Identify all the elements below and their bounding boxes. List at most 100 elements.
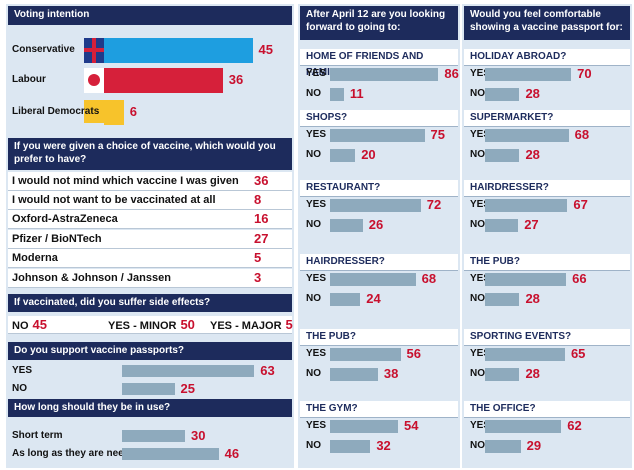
answer-label: NO [12, 320, 29, 332]
row-label: YES [306, 420, 327, 431]
bar [485, 439, 521, 453]
value-label: 66 [572, 271, 587, 286]
row-label: YES [470, 68, 491, 79]
bar [122, 365, 255, 377]
bar [485, 198, 568, 212]
group-title: THE PUB? [464, 254, 630, 271]
bar [330, 128, 425, 142]
group-title: SPORTING EVENTS? [464, 329, 630, 346]
row-label: YES [470, 129, 491, 140]
value-label: 24 [366, 291, 381, 306]
value-label: 27 [524, 217, 539, 232]
value-text: 8 [254, 192, 262, 207]
value-text: 5 [254, 250, 262, 265]
bar [330, 198, 421, 212]
row-label: YES [306, 348, 327, 359]
row-label: NO [470, 219, 485, 230]
row-label: YES [306, 273, 327, 284]
answer: YES - MINOR 50 [108, 318, 195, 333]
table-row [8, 248, 292, 268]
answer: NO 45 [12, 318, 47, 333]
table-row [8, 209, 292, 229]
bar [485, 148, 520, 162]
section-header: Do you support vaccine passports? [8, 342, 292, 360]
table-row [8, 229, 292, 249]
group-title: HOLIDAY ABROAD? [464, 49, 630, 66]
bar [485, 67, 572, 81]
libdem-bird [84, 100, 104, 123]
row-label: Conservative [12, 44, 75, 55]
row-label: I would not mind which vaccine I was giv… [12, 175, 239, 187]
row-label: NO [306, 440, 321, 451]
labour-rose [84, 68, 104, 93]
value-text: 3 [254, 270, 262, 285]
value-label: 32 [376, 438, 391, 453]
value-text: 27 [254, 231, 269, 246]
bar [485, 87, 520, 101]
bar [104, 99, 124, 125]
section-header: Voting intention [8, 6, 292, 25]
answer: YES - MAJOR 5 [210, 318, 293, 333]
conservative-flag [84, 38, 104, 63]
value-label: 70 [577, 66, 592, 81]
bar [104, 67, 223, 93]
value-label: 29 [526, 438, 542, 453]
group-title: HAIRDRESSER? [300, 254, 458, 271]
row-label: Johnson & Johnson / Janssen [12, 272, 171, 284]
table-row [8, 268, 292, 288]
section-header: How long should they be in use? [8, 399, 292, 417]
table-row [8, 316, 292, 334]
row-label: NO [470, 440, 485, 451]
value-label: 25 [180, 381, 195, 396]
value-label: 65 [570, 346, 586, 361]
bar [330, 148, 356, 162]
row-label: NO [470, 149, 485, 160]
bar [485, 272, 567, 286]
middle-panel [298, 4, 460, 468]
bar [330, 218, 363, 232]
bar [485, 128, 569, 142]
group-title: HOME OF FRIENDS AND FAMILY? [300, 49, 458, 78]
row-label: Liberal Democrats [12, 106, 100, 117]
group-title: THE GYM? [300, 401, 458, 418]
value-text: 50 [180, 317, 195, 332]
value-label: 28 [525, 366, 540, 381]
value-label: 46 [224, 446, 240, 461]
value-text: 45 [32, 317, 47, 332]
value-label: 28 [525, 291, 540, 306]
row-label: NO [306, 368, 321, 379]
bar [485, 419, 562, 433]
value-text: 36 [254, 173, 269, 188]
bar [104, 37, 253, 63]
bar [485, 367, 520, 381]
value-text: 16 [254, 211, 269, 226]
bar [330, 87, 344, 101]
row-label: NO [12, 383, 27, 394]
bar [485, 218, 519, 232]
value-label: 45 [258, 42, 273, 57]
value-label: 67 [573, 197, 588, 212]
bar [122, 448, 219, 460]
row-label: NO [306, 149, 321, 160]
bar [330, 347, 401, 361]
bar [330, 419, 399, 433]
table-row [8, 190, 292, 210]
group-title: HAIRDRESSER? [464, 180, 630, 197]
value-label: 26 [368, 217, 384, 232]
value-label: 20 [361, 147, 376, 162]
row-label: Labour [12, 74, 46, 85]
section-header: After April 12 are you looking forward t… [300, 6, 458, 40]
row-label: YES [470, 348, 491, 359]
section-header: Would you feel comfortable showing a vac… [464, 6, 630, 40]
row-label: Pfizer / BioNTech [12, 233, 102, 245]
answer-label: YES - MINOR [108, 320, 177, 332]
value-label: 28 [525, 86, 540, 101]
group-title: THE OFFICE? [464, 401, 630, 418]
group-title: RESTAURANT? [300, 180, 458, 197]
group-title: THE PUB? [300, 329, 458, 346]
value-label: 63 [260, 363, 275, 378]
row-label: Short term [12, 430, 63, 441]
bar [330, 272, 416, 286]
row-label: NO [470, 88, 485, 99]
